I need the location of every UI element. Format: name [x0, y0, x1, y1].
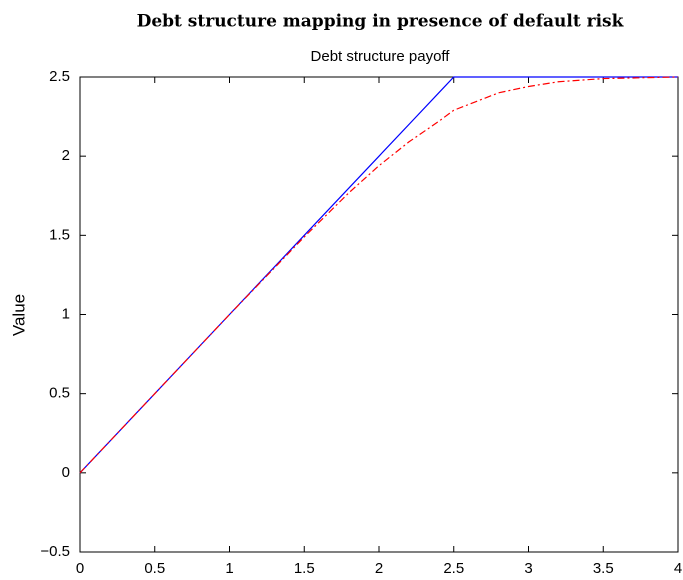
chart-title: Debt structure mapping in presence of de…	[137, 12, 625, 32]
x-tick-label: 2.5	[443, 560, 464, 577]
y-tick-label: 1.5	[49, 226, 70, 243]
x-tick-label: 1	[225, 560, 233, 577]
x-tick-label: 0	[76, 560, 84, 577]
x-tick-label: 0.5	[144, 560, 165, 577]
y-tick-label: −0.5	[40, 543, 70, 560]
x-tick-label: 3	[524, 560, 532, 577]
chart-subtitle: Debt structure payoff	[311, 48, 451, 65]
y-tick-label: 0.5	[49, 385, 70, 402]
y-tick-label: 1	[62, 305, 70, 322]
y-tick-label: 2.5	[49, 68, 70, 85]
x-tick-label: 2	[375, 560, 383, 577]
y-tick-label: 0	[62, 464, 70, 481]
series-line	[79, 76, 679, 474]
series-line	[79, 76, 678, 474]
plot-frame	[79, 76, 679, 553]
y-tick-label: 2	[62, 147, 70, 164]
x-tick-label: 3.5	[593, 560, 614, 577]
x-tick-label: 1.5	[294, 560, 315, 577]
y-axis-label: Value	[9, 294, 28, 336]
x-tick-label: 4	[674, 560, 682, 577]
